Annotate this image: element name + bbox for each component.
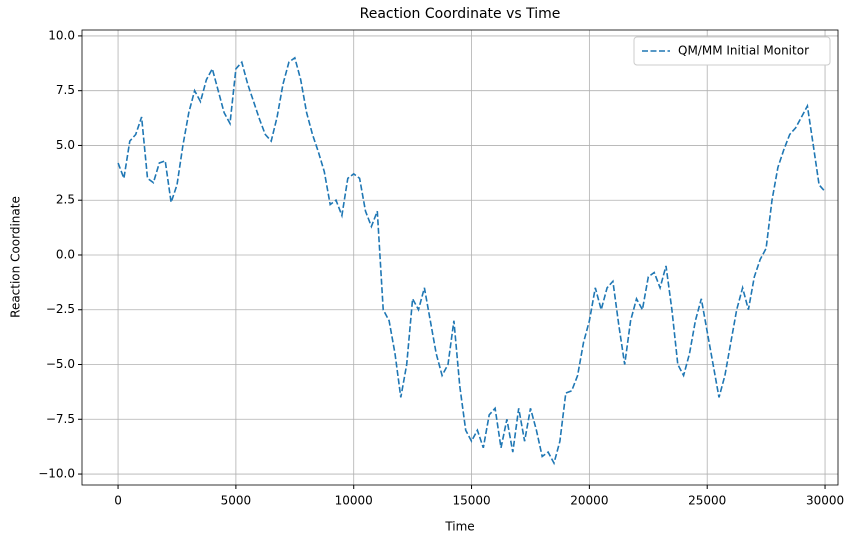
y-tick-label: 7.5 xyxy=(56,83,75,97)
x-tick-label: 25000 xyxy=(688,494,726,508)
y-tick-label: 5.0 xyxy=(56,138,75,152)
x-tick-label: 20000 xyxy=(570,494,608,508)
y-tick-label: 2.5 xyxy=(56,193,75,207)
y-axis-label: Reaction Coordinate xyxy=(9,196,23,318)
legend-label: QM/MM Initial Monitor xyxy=(678,44,809,58)
y-tick-label: −5.0 xyxy=(46,357,75,371)
x-tick-label: 0 xyxy=(114,494,122,508)
x-tick-label: 5000 xyxy=(221,494,252,508)
plot-frame xyxy=(81,29,839,486)
y-tick-label: −10.0 xyxy=(38,467,75,481)
chart-title: Reaction Coordinate vs Time xyxy=(360,6,561,22)
x-axis-label: Time xyxy=(444,520,474,534)
x-tick-label: 30000 xyxy=(806,494,844,508)
x-tick-label: 10000 xyxy=(335,494,373,508)
legend-box xyxy=(633,36,831,66)
y-tick-label: 0.0 xyxy=(56,247,75,261)
x-tick-label: 15000 xyxy=(452,494,490,508)
y-tick-label: −2.5 xyxy=(46,302,75,316)
y-tick-label: 10.0 xyxy=(48,28,75,42)
y-tick-label: −7.5 xyxy=(46,412,75,426)
data-line xyxy=(117,56,826,466)
